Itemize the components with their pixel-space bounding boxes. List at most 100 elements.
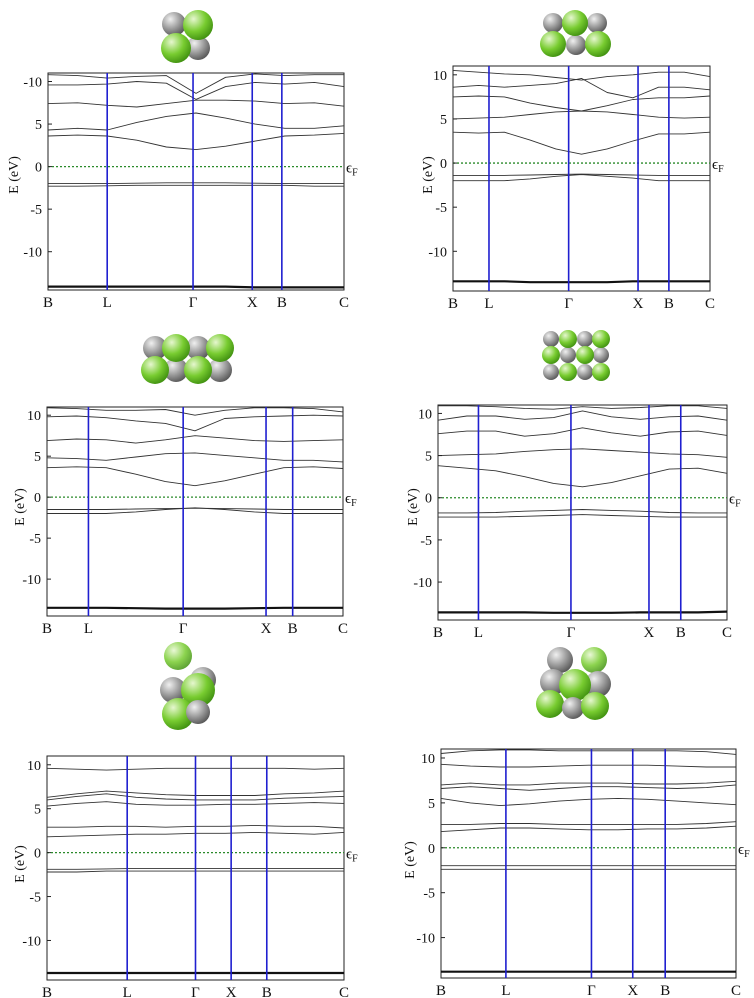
kpoint-label: C [339, 985, 349, 998]
y-tick-label: 5 [35, 118, 42, 133]
kpoint-label: X [261, 621, 272, 637]
kpoint-label: C [338, 621, 348, 637]
y-tick-label: 5 [440, 113, 447, 128]
cluster-icon-3 [141, 334, 234, 384]
band-line-8 [452, 69, 711, 81]
kpoint-label: X [226, 985, 237, 998]
band-line-7 [437, 410, 728, 421]
band-line-2 [48, 184, 344, 187]
plot-frame [47, 72, 345, 291]
band-line-4 [47, 132, 345, 151]
kpoint-label: L [501, 983, 510, 998]
band-line-8 [440, 780, 737, 786]
fermi-level-subscript: F [744, 849, 750, 860]
band-line-6 [440, 797, 737, 807]
kpoint-label: L [474, 625, 483, 641]
y-axis-label: E (eV) [13, 845, 28, 883]
kpoint-label: B [436, 983, 446, 998]
band-line-5 [47, 112, 345, 131]
panel-5: 10 5 0 -5 -10 B L Γ X B C E (eV) ϵF [13, 755, 358, 998]
y-tick-label: 10 [433, 69, 447, 84]
band-line-1 [47, 606, 343, 610]
band-line-10 [440, 749, 737, 755]
y-tick-label: -5 [29, 891, 41, 906]
fermi-level-label: ϵF [346, 847, 358, 865]
band-line-6 [47, 99, 345, 108]
band-line-8 [438, 405, 728, 410]
y-tick-label: -10 [23, 76, 42, 91]
kpoint-label: B [660, 983, 670, 998]
kpoint-label: X [247, 295, 258, 311]
band-line-3 [453, 173, 710, 176]
y-tick-label: -10 [416, 932, 435, 947]
kpoint-label: Γ [191, 985, 200, 998]
band-line-3 [438, 509, 727, 514]
band-line-3 [48, 182, 344, 185]
y-tick-label: 0 [425, 492, 432, 507]
kpoint-label: B [43, 295, 53, 311]
band-line-1 [438, 610, 728, 614]
kpoint-label: B [42, 621, 52, 637]
band-line-1 [48, 285, 344, 289]
panel-1: -10 5 0 -5 -10 B L Γ X B C E (eV) ϵF [7, 72, 358, 311]
band-line-7 [48, 81, 345, 100]
band-line-4 [440, 825, 737, 833]
band-line-6 [437, 427, 728, 437]
y-tick-label: 5 [34, 450, 41, 465]
plot-frame [452, 65, 711, 292]
y-tick-label: 0 [34, 491, 41, 506]
y-axis-label: E (eV) [421, 156, 436, 194]
kpoint-label: L [84, 621, 93, 637]
band-line-7 [452, 77, 711, 99]
kpoint-label: Γ [189, 295, 198, 311]
y-axis-label: E (eV) [7, 156, 22, 194]
kpoint-label: Γ [587, 983, 596, 998]
panel-6: 10 5 0 -5 -10 B L Γ X B C E (eV) ϵF [403, 748, 750, 998]
kpoint-label: L [484, 296, 493, 312]
y-axis-label: E (eV) [403, 841, 418, 879]
kpoint-label: Γ [179, 621, 188, 637]
fermi-level-subscript: F [352, 168, 358, 179]
band-line-5 [452, 110, 711, 120]
y-tick-label: 5 [428, 797, 435, 812]
y-tick-label: -10 [22, 573, 41, 588]
y-axis-label: E (eV) [13, 488, 28, 526]
cluster-icon-1 [161, 10, 213, 63]
kpoint-label: B [448, 296, 458, 312]
band-line-5 [441, 821, 737, 825]
kpoint-label: L [103, 295, 112, 311]
y-tick-label: -5 [30, 203, 42, 218]
y-tick-label: 0 [428, 842, 435, 857]
y-tick-label: -10 [413, 576, 432, 591]
panel-2: 10 5 0 -5 -10 B L Γ X B C E (eV) ϵF [421, 65, 724, 312]
y-tick-label: -10 [23, 246, 42, 261]
kpoint-label: B [288, 621, 298, 637]
band-line-7 [46, 414, 344, 432]
band-line-6 [452, 95, 711, 112]
band-line-6 [46, 435, 344, 444]
fermi-level-subscript: F [351, 498, 357, 509]
y-tick-label: 0 [440, 157, 447, 172]
band-line-7 [440, 784, 737, 791]
band-line-2 [438, 514, 727, 518]
panel-4: 10 5 0 -5 -10 B L Γ X B C E (eV) ϵF [406, 404, 741, 641]
cluster-icon-4 [542, 330, 610, 381]
band-line-4 [452, 131, 711, 155]
band-line-8 [47, 73, 344, 94]
y-tick-label: 0 [35, 161, 42, 176]
band-line-1 [453, 280, 710, 284]
fermi-level-label: ϵF [345, 491, 357, 509]
fermi-level-subscript: F [735, 499, 741, 510]
kpoint-label: X [644, 625, 655, 641]
plot-frame [46, 406, 344, 617]
y-tick-label: -10 [22, 934, 41, 949]
y-tick-label: -10 [428, 245, 447, 260]
kpoint-label: C [722, 625, 732, 641]
kpoint-label: C [339, 295, 349, 311]
fermi-level-label: ϵF [738, 842, 750, 860]
y-tick-label: 10 [421, 752, 435, 767]
kpoint-label: X [633, 296, 644, 312]
y-tick-label: -5 [435, 201, 447, 216]
